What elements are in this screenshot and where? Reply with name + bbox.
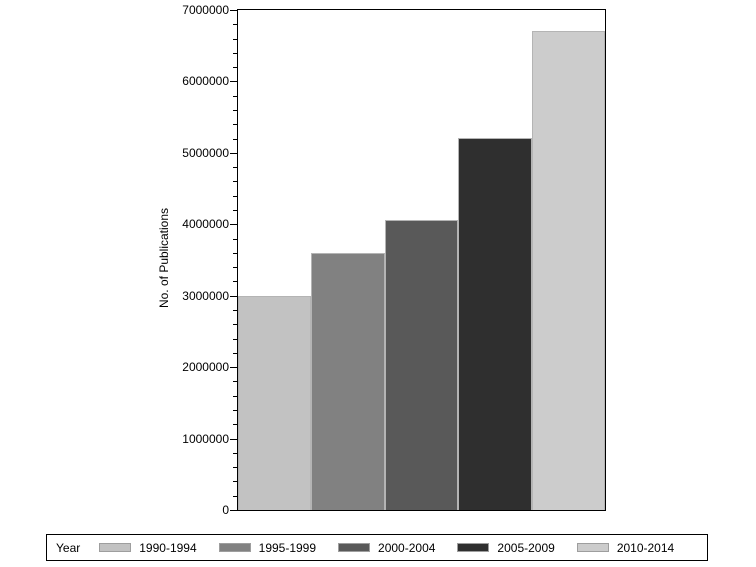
- legend-swatch-2010-2014: [576, 543, 609, 552]
- legend-label-2010-2014: 2010-2014: [616, 540, 675, 555]
- y-minor-tick: [233, 24, 237, 25]
- y-minor-tick: [233, 496, 237, 497]
- y-minor-tick: [233, 310, 237, 311]
- y-tick-label: 2000000: [182, 360, 229, 374]
- legend-label-1990-1994: 1990-1994: [139, 540, 197, 555]
- legend-swatch-2000-2004: [338, 543, 371, 552]
- y-minor-tick: [233, 324, 237, 325]
- legend-label-1995-1999: 1995-1999: [258, 540, 317, 555]
- y-minor-tick: [233, 239, 237, 240]
- legend-label-2000-2004: 2000-2004: [378, 540, 436, 555]
- y-minor-tick: [233, 267, 237, 268]
- y-minor-tick: [233, 53, 237, 54]
- y-minor-tick: [233, 396, 237, 397]
- y-major-tick: [230, 296, 237, 297]
- y-minor-tick: [233, 410, 237, 411]
- y-minor-tick: [233, 124, 237, 125]
- y-minor-tick: [233, 424, 237, 425]
- plot-area: [237, 9, 606, 511]
- y-major-tick: [230, 224, 237, 225]
- y-tick-label: 5000000: [182, 146, 229, 160]
- y-minor-tick: [233, 196, 237, 197]
- y-tick-label: 6000000: [182, 74, 229, 88]
- y-axis: 0 1000000 2000000 3000000 4000000 5000000 6000…: [0, 3, 237, 517]
- bar-2010-2014: [532, 30, 605, 510]
- legend-title: Year: [56, 540, 81, 555]
- y-minor-tick: [233, 453, 237, 454]
- y-minor-tick: [233, 181, 237, 182]
- y-minor-tick: [233, 67, 237, 68]
- y-major-tick: [230, 81, 237, 82]
- y-minor-tick: [233, 339, 237, 340]
- legend-swatch-2005-2009: [457, 543, 490, 552]
- bar-1990-1994: [238, 295, 311, 510]
- y-minor-tick: [233, 139, 237, 140]
- y-major-tick: [230, 439, 237, 440]
- y-minor-tick: [233, 167, 237, 168]
- y-tick-label: 1000000: [182, 432, 229, 446]
- y-major-tick: [230, 153, 237, 154]
- y-minor-tick: [233, 467, 237, 468]
- y-tick-label: 0: [222, 503, 229, 517]
- y-minor-tick: [233, 96, 237, 97]
- y-tick-label: 7000000: [182, 3, 229, 17]
- y-tick-label: 4000000: [182, 217, 229, 231]
- legend: Year 1990-1994 1995-1999 2000-2004 2005-200…: [46, 534, 708, 561]
- y-major-tick: [230, 10, 237, 11]
- y-minor-tick: [233, 210, 237, 211]
- y-minor-tick: [233, 281, 237, 282]
- bar-2000-2004: [385, 220, 458, 510]
- legend-swatch-1995-1999: [218, 543, 251, 552]
- y-minor-tick: [233, 381, 237, 382]
- y-tick-label: 3000000: [182, 289, 229, 303]
- bar-2005-2009: [458, 137, 532, 510]
- y-minor-tick: [233, 353, 237, 354]
- y-major-tick: [230, 510, 237, 511]
- y-minor-tick: [233, 110, 237, 111]
- legend-label-2005-2009: 2005-2009: [497, 540, 555, 555]
- legend-swatch-1990-1994: [99, 543, 132, 552]
- y-minor-tick: [233, 39, 237, 40]
- y-minor-tick: [233, 481, 237, 482]
- y-major-tick: [230, 367, 237, 368]
- y-minor-tick: [233, 253, 237, 254]
- bar-1995-1999: [311, 252, 385, 510]
